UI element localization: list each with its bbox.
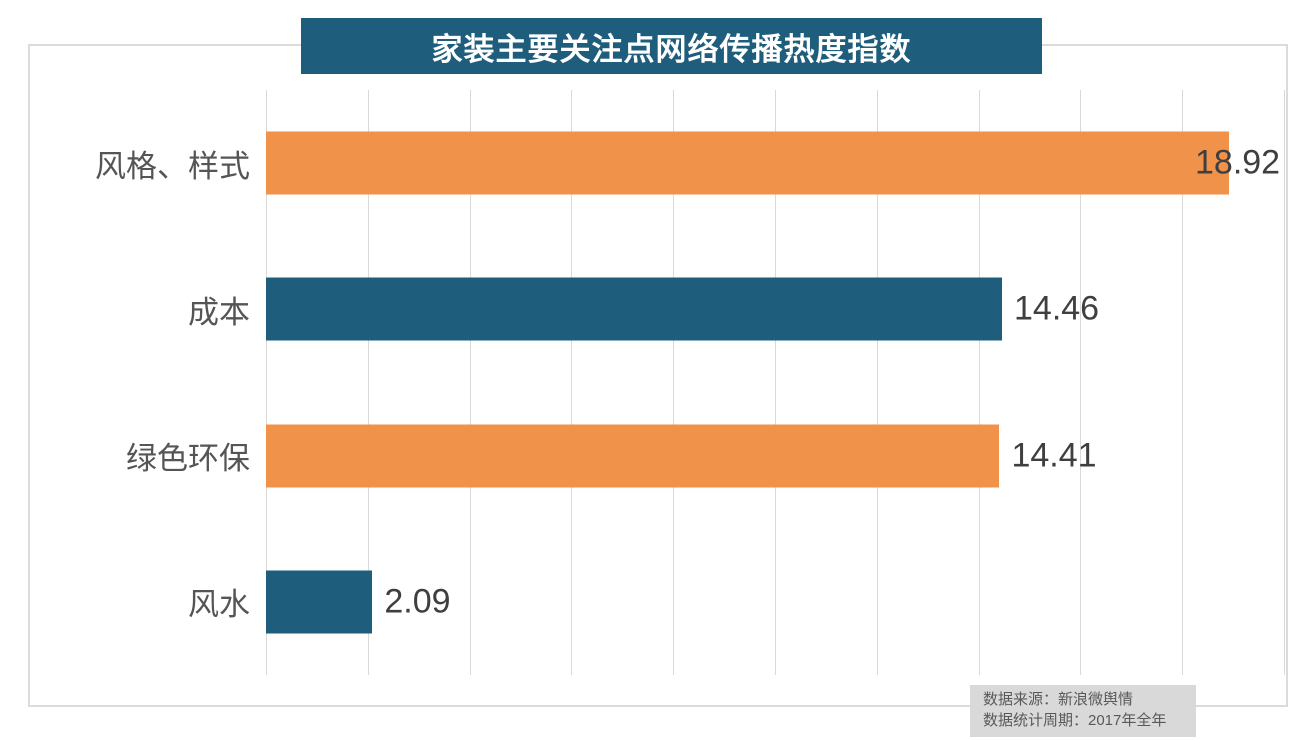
gridline <box>367 90 369 675</box>
source-box: 数据来源：新浪微舆情 数据统计周期：2017年全年 <box>970 685 1196 737</box>
gridline <box>978 90 980 675</box>
source-line-2: 数据统计周期：2017年全年 <box>983 712 1167 729</box>
gridline <box>469 90 471 675</box>
value-label: 18.92 <box>1195 143 1281 182</box>
bar-row: 14.46 <box>266 236 1284 382</box>
gridline <box>673 90 675 675</box>
bar <box>266 424 1000 488</box>
source-line-1: 数据来源：新浪微舆情 <box>983 691 1134 708</box>
gridline <box>876 90 878 675</box>
bar-row: 2.09 <box>266 529 1284 675</box>
category-label: 风格、样式 <box>95 148 250 184</box>
gridline <box>1182 90 1184 675</box>
plot-area: 18.92 14.46 14.41 2.09 <box>266 90 1285 675</box>
gridline <box>266 90 267 675</box>
bar <box>266 277 1002 341</box>
value-label: 2.09 <box>384 582 451 621</box>
bar <box>266 570 373 634</box>
gridline <box>571 90 573 675</box>
gridline <box>775 90 776 675</box>
bar <box>266 131 1230 195</box>
chart-title: 家装主要关注点网络传播热度指数 <box>431 31 912 67</box>
bar-row: 18.92 <box>266 90 1284 236</box>
gridline <box>1080 90 1082 675</box>
category-label: 风水 <box>188 587 250 623</box>
value-label: 14.41 <box>1011 436 1097 475</box>
value-label: 14.46 <box>1014 289 1100 328</box>
bar-row: 14.41 <box>266 383 1284 529</box>
category-label: 成本 <box>188 294 250 330</box>
gridline <box>1284 90 1285 675</box>
category-label: 绿色环保 <box>126 441 250 477</box>
chart-title-banner: 家装主要关注点网络传播热度指数 <box>301 18 1042 74</box>
